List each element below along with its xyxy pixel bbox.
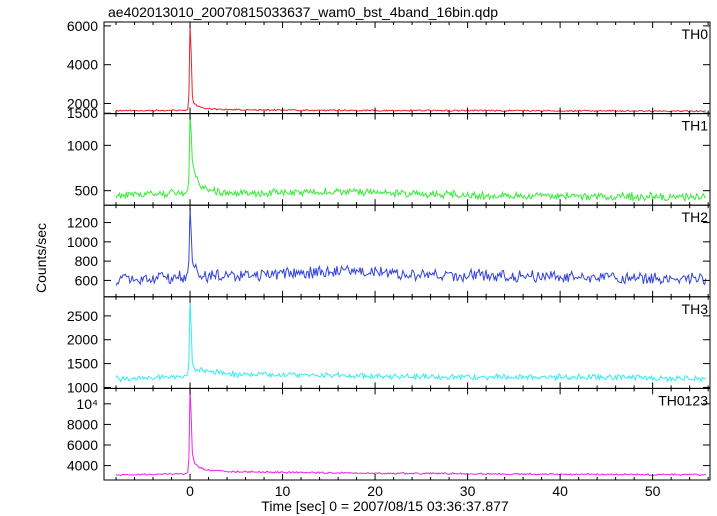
chart-title: ae402013010_20070815033637_wam0_bst_4ban… [108, 4, 498, 20]
panel-label-th2: TH2 [682, 209, 709, 225]
panel-th1: 500 1000 TH1 [67, 113, 711, 206]
series-line-th1 [115, 115, 706, 203]
x-axis-label: Time [sec] 0 = 2007/08/15 03:36:37.877 [261, 498, 509, 514]
y-tick-label: 1000 [67, 379, 98, 395]
x-tick-label: 40 [552, 483, 568, 499]
panel-th2: 600 800 1000 1200 TH2 [67, 204, 711, 298]
x-tick-label: 20 [367, 483, 383, 499]
y-tick-label: 1000 [67, 234, 98, 250]
y-tick-label: 6000 [67, 18, 98, 34]
y-tick-label: 2500 [67, 308, 98, 324]
panel-frame [103, 21, 711, 115]
x-tick-label: 0 [186, 483, 194, 499]
x-tick-label: 10 [275, 483, 291, 499]
y-tick-label: 4000 [67, 458, 98, 474]
y-axis-label: Counts/sec [33, 223, 49, 293]
panel-th3: 1000 1500 2000 2500 TH3 [67, 296, 711, 395]
series-line-th0123 [115, 389, 707, 477]
panel-label-th3: TH3 [682, 301, 709, 317]
panel-th0123: 4000 6000 8000 10⁴ TH0123 [67, 387, 711, 481]
panel-frame [103, 113, 711, 206]
y-tick-label: 1500 [67, 105, 98, 121]
x-tick-labels: 0 10 20 30 40 50 [186, 483, 660, 499]
y-tick-label: 10⁴ [76, 396, 98, 412]
series-line-th3 [115, 299, 707, 383]
y-tick-label: 1000 [67, 137, 98, 153]
y-tick-label: 800 [75, 253, 99, 269]
y-tick-label: 4000 [67, 57, 98, 73]
y-tick-label: 6000 [67, 437, 98, 453]
y-tick-label: 2000 [67, 96, 98, 112]
series-line-th2 [115, 208, 707, 286]
y-tick-label: 600 [75, 272, 99, 288]
y-tick-label: 2000 [67, 332, 98, 348]
panel-frame [103, 387, 711, 481]
panel-label-th0123: TH0123 [658, 392, 708, 408]
x-tick-label: 30 [460, 483, 476, 499]
y-tick-label: 1500 [67, 356, 98, 372]
y-tick-label: 1200 [67, 215, 98, 231]
series-line-th0 [116, 24, 706, 113]
panel-label-th0: TH0 [682, 26, 709, 42]
panel-label-th1: TH1 [682, 118, 709, 134]
x-tick-label: 50 [645, 483, 661, 499]
y-tick-label: 500 [75, 183, 99, 199]
panel-frame [103, 204, 711, 298]
y-tick-label: 8000 [67, 416, 98, 432]
chart-panels: 1500200040006000TH05001000TH160080010001… [67, 18, 711, 481]
